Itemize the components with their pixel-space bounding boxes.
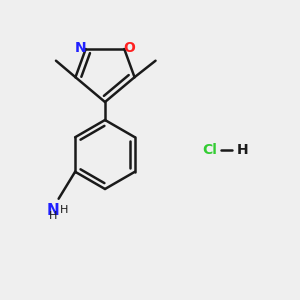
Text: O: O — [124, 41, 136, 55]
Text: H: H — [237, 143, 249, 157]
Text: N: N — [47, 203, 60, 218]
Text: N: N — [74, 41, 86, 55]
Text: H: H — [60, 205, 68, 215]
Text: H: H — [49, 211, 57, 221]
Text: Cl: Cl — [202, 143, 217, 157]
